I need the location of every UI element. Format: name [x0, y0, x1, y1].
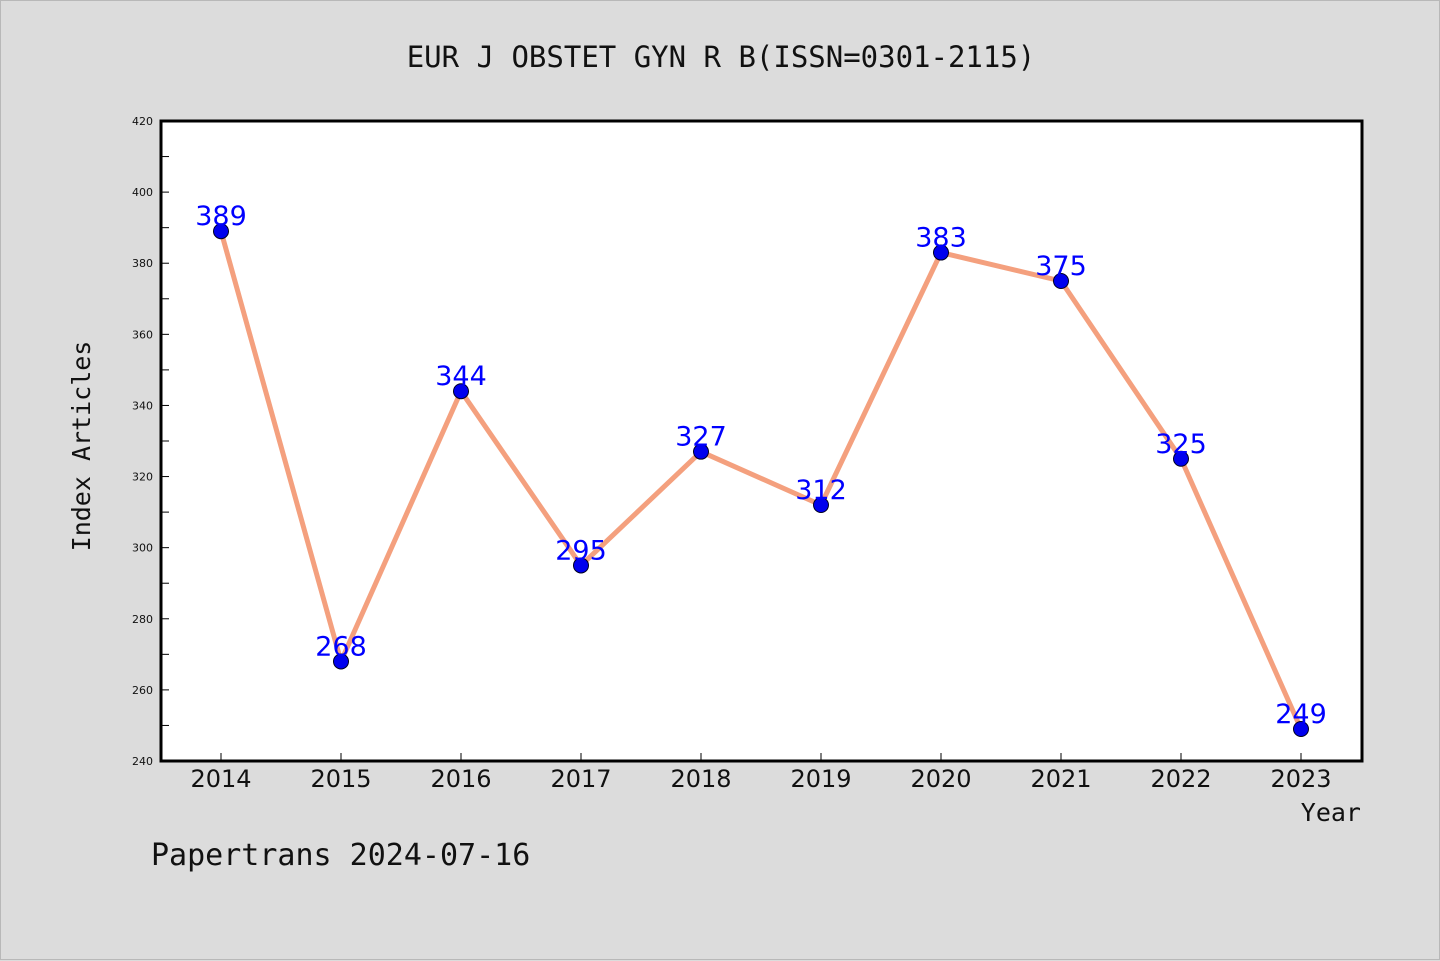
series-points	[213, 223, 1309, 737]
x-axis-label: Year	[1301, 798, 1361, 827]
y-tick-label: 300	[132, 542, 153, 555]
data-point	[333, 653, 349, 670]
y-tick-label: 420	[132, 115, 153, 128]
plot-area	[159, 119, 1364, 763]
y-tick-label: 380	[132, 257, 153, 270]
data-label: 344	[435, 361, 487, 392]
y-tick-label: 260	[132, 684, 153, 697]
data-label: 383	[915, 223, 967, 254]
data-label: 325	[1155, 429, 1207, 460]
data-label: 312	[795, 475, 847, 506]
y-axis-label: Index Articles	[67, 341, 96, 552]
y-tick-label: 240	[132, 755, 153, 768]
data-point	[693, 443, 709, 460]
y-tick-label: 280	[132, 613, 153, 626]
data-point	[1053, 273, 1069, 289]
data-label: 375	[1035, 251, 1087, 282]
data-labels: 389 268 344 295 327 312 383 375 325 249	[195, 201, 1327, 730]
x-axis: 2014 2015 2016 2017 2018 2019 2020 2021 2022 2023	[190, 753, 1332, 793]
data-point	[813, 497, 829, 513]
data-point	[453, 383, 469, 400]
y-tick-label: 320	[132, 471, 153, 484]
data-label: 389	[195, 201, 247, 232]
x-tick-label: 2022	[1150, 765, 1211, 793]
x-tick-label: 2018	[670, 765, 731, 793]
x-tick-label: 2014	[190, 765, 251, 793]
y-tick-label: 360	[132, 328, 153, 341]
data-label: 268	[315, 631, 367, 662]
data-point	[213, 223, 229, 240]
y-tick-label: 400	[132, 186, 153, 199]
data-label: 327	[675, 422, 727, 453]
x-tick-label: 2023	[1270, 765, 1331, 793]
data-label: 249	[1275, 699, 1327, 730]
data-point	[573, 557, 589, 574]
chart-title: EUR J OBSTET GYN R B(ISSN=0301-2115)	[407, 40, 1036, 74]
data-point	[1293, 721, 1309, 737]
x-tick-label: 2016	[430, 765, 491, 793]
data-point	[933, 244, 949, 261]
x-tick-label: 2015	[310, 765, 371, 793]
y-axis: 240 260 280 300 320 340 360 380 400 420	[132, 115, 169, 768]
x-tick-label: 2017	[550, 765, 611, 793]
data-point	[1173, 450, 1189, 467]
x-tick-label: 2021	[1030, 765, 1091, 793]
series-line	[218, 228, 1304, 732]
y-tick-label: 340	[132, 399, 153, 412]
footer-credit: Papertrans 2024-07-16	[151, 838, 530, 873]
x-tick-label: 2020	[910, 765, 971, 793]
x-tick-label: 2019	[790, 765, 851, 793]
data-label: 295	[555, 535, 607, 566]
